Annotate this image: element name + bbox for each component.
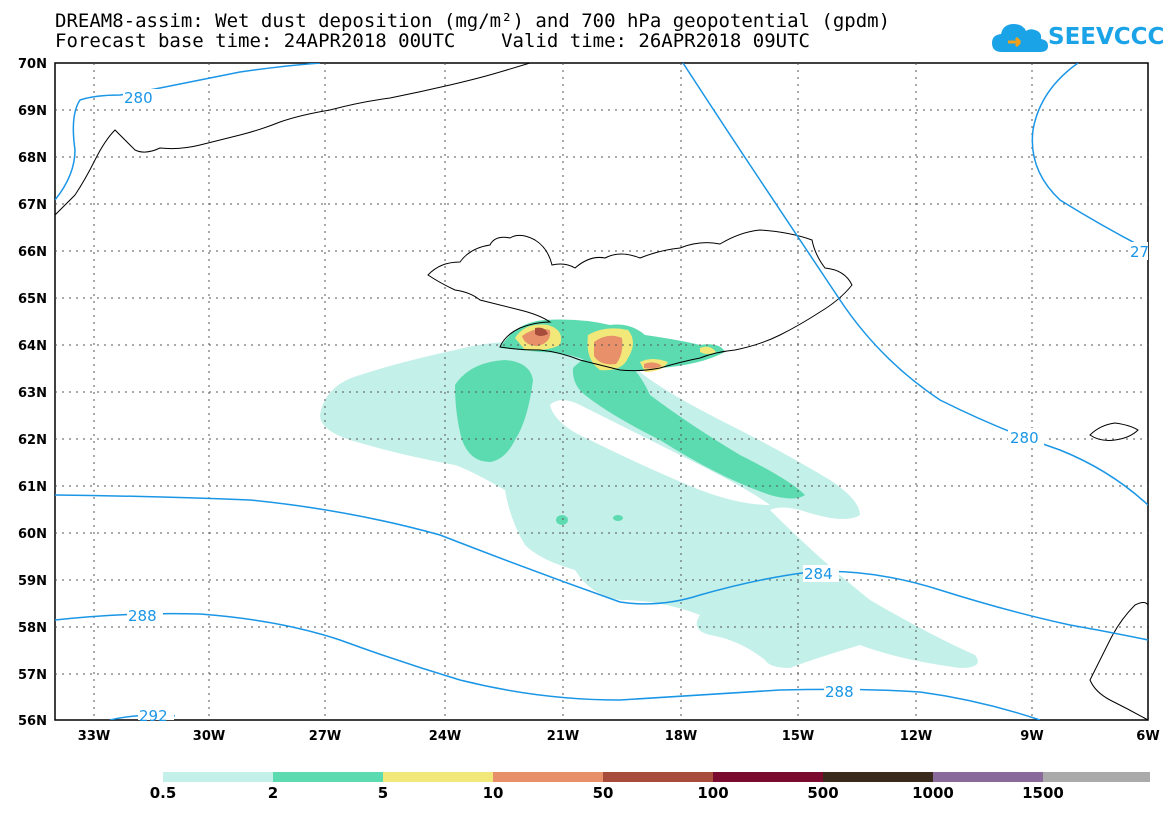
lat-label: 57N [18,668,47,683]
legend-label: 5 [377,784,389,802]
dust-area-2-stream [572,353,805,499]
contour-288-west [55,612,1041,720]
lat-label: 66N [18,245,47,260]
logo-text: SEEVCCC [1048,24,1165,50]
dust-area-10-c [644,362,662,369]
lat-label: 56N [18,714,47,729]
legend-label: 2 [267,784,279,802]
legend-label: 1000 [912,784,954,802]
lat-label: 62N [18,433,47,448]
dust-spot [556,515,568,525]
contour-label: 288 [825,683,854,701]
latitude-labels: 70N 69N 68N 67N 66N 65N 64N 63N 62N 61N … [18,57,47,729]
legend-swatch [603,772,713,782]
contour-label: 280 [124,89,153,107]
legend-colorbar [163,772,1150,782]
cloud-icon [992,24,1048,52]
seevccc-logo: SEEVCCC [990,18,1164,58]
contour-label-group: 280 280 27 284 288 288 292 [123,89,1149,725]
legend-swatch [823,772,933,782]
lat-label: 67N [18,198,47,213]
lat-label: 65N [18,292,47,307]
faroe-coast [1089,422,1139,441]
lon-label: 33W [78,729,110,744]
lon-label: 30W [193,729,225,744]
contour-label: 284 [804,565,833,583]
lat-label: 61N [18,480,47,495]
lat-label: 58N [18,621,47,636]
dust-gap [550,400,770,505]
dust-spot [613,515,623,521]
lon-label: 21W [547,729,579,744]
scotland-coast [1089,602,1148,720]
dust-area-0_5 [320,338,978,668]
dust-area-10-b [594,335,623,365]
legend-label: 1500 [1022,784,1064,802]
contour-284 [55,494,1148,641]
lon-label: 27W [309,729,341,744]
coastlines [55,63,1148,720]
greenland-coast [55,63,531,216]
legend-label: 100 [697,784,729,802]
legend-swatch [933,772,1043,782]
dust-area-5-d [700,346,716,354]
iceland-coast [427,229,853,372]
lat-label: 68N [18,151,47,166]
lat-label: 69N [18,104,47,119]
lat-label: 59N [18,574,47,589]
legend-swatch [163,772,273,782]
lon-label: 12W [900,729,932,744]
contour-label: 280 [1010,429,1039,447]
legend-label: 500 [807,784,839,802]
lon-label: 9W [1020,729,1043,744]
graticule [55,63,1148,720]
lon-label: 15W [782,729,814,744]
contour-label: 288 [128,607,157,625]
lon-label: 24W [429,729,461,744]
lat-label: 63N [18,386,47,401]
lat-label: 60N [18,527,47,542]
legend-label: 10 [482,784,504,802]
contour-27-ne [1031,63,1148,251]
lon-label: 6W [1136,729,1159,744]
chart-title: DREAM8-assim: Wet dust deposition (mg/m²… [55,10,891,32]
chart-subtitle: Forecast base time: 24APR2018 00UTC Vali… [55,30,810,52]
legend-swatch [713,772,823,782]
legend-swatch [273,772,383,782]
geopotential-contours [55,63,1148,720]
lat-label: 64N [18,339,47,354]
dust-area-50 [535,327,548,336]
longitude-labels: 33W 30W 27W 24W 21W 18W 15W 12W 9W 6W [78,729,1160,744]
dust-deposition-layer [320,319,978,668]
legend-label: 0.5 [149,784,177,802]
legend-swatch [493,772,603,782]
lon-label: 18W [665,729,697,744]
contour-280-east [682,63,1148,506]
lat-label: 70N [18,57,47,72]
contour-label: 27 [1130,243,1149,261]
legend-swatch [383,772,493,782]
contour-label: 292 [139,707,168,725]
dust-area-2-west [455,360,533,462]
legend-swatch [1043,772,1150,782]
contour-280-nw [55,63,321,201]
legend-label: 50 [592,784,614,802]
